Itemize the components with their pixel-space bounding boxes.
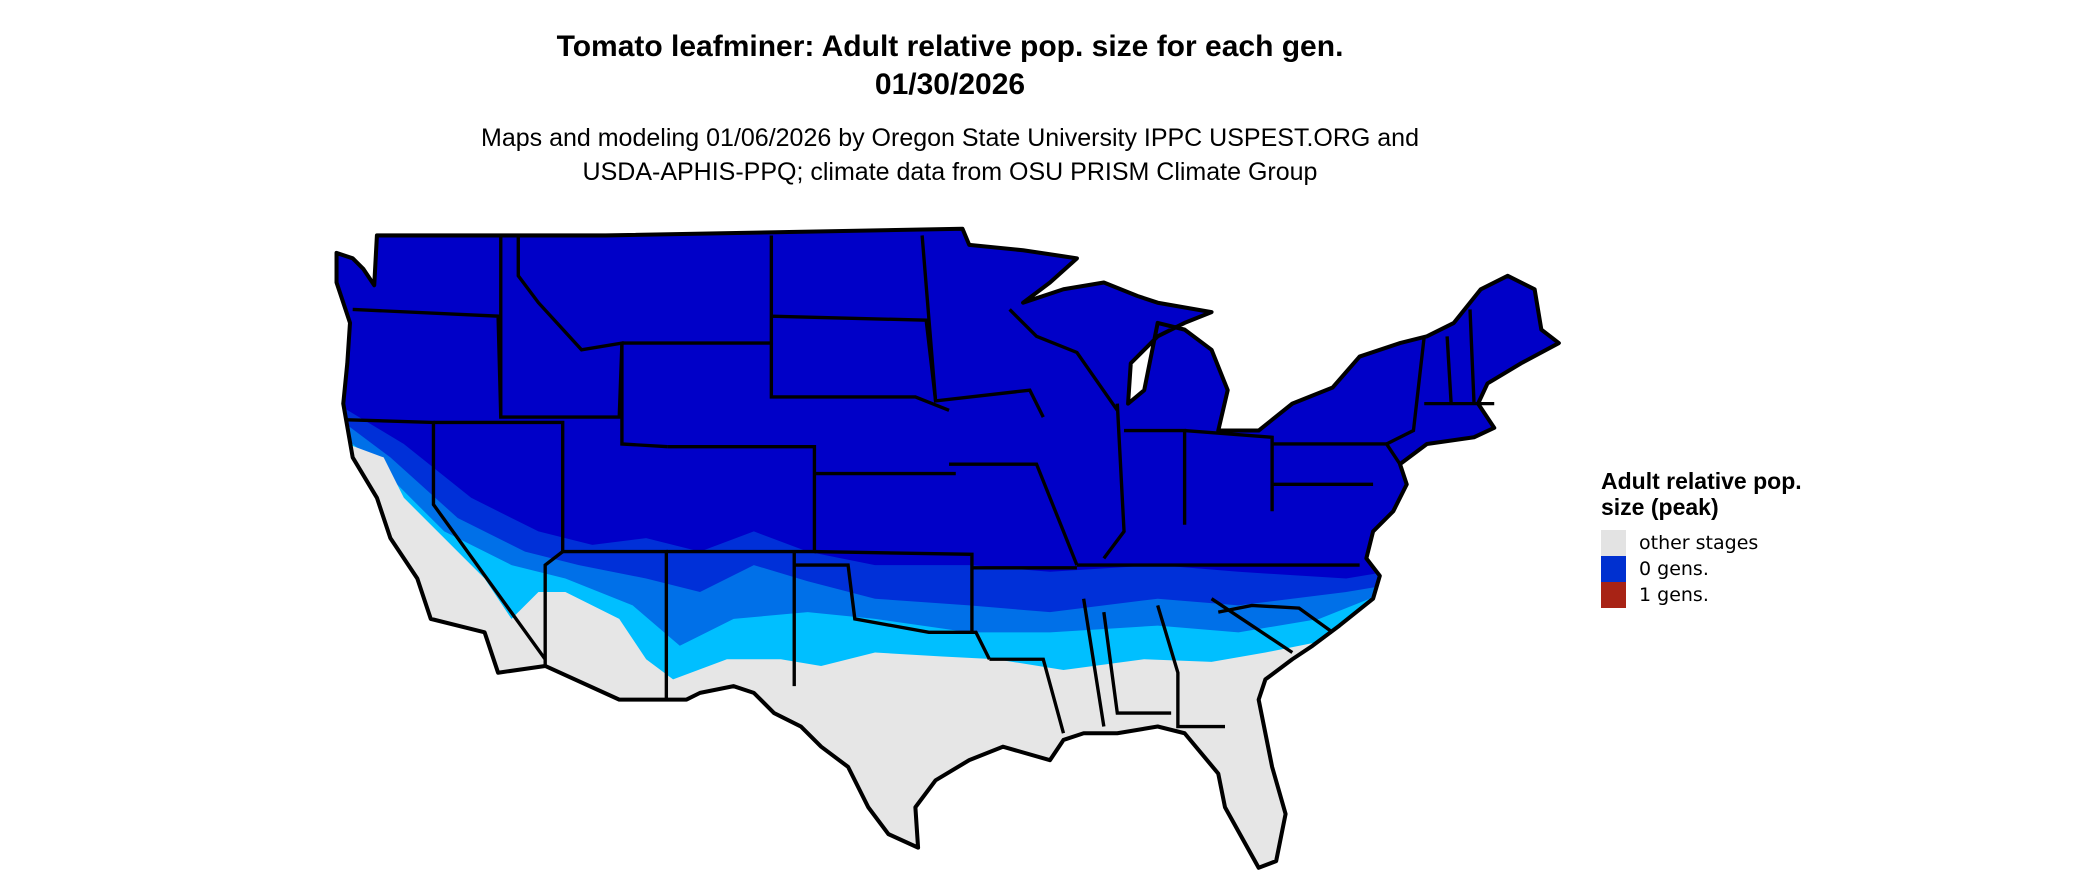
map-title: Tomato leafminer: Adult relative pop. si… xyxy=(556,30,1344,63)
map-subtitle-line2: USDA-APHIS-PPQ; climate data from OSU PR… xyxy=(582,158,1318,186)
map-date: 01/30/2026 xyxy=(874,68,1026,101)
map-subtitle-line1: Maps and modeling 01/06/2026 by Oregon S… xyxy=(481,124,1419,152)
legend-title: Adult relative pop. size (peak) xyxy=(1601,468,1802,520)
legend-swatch xyxy=(1601,556,1626,582)
legend-item-other-stages: other stages xyxy=(1601,530,1821,556)
state-borders xyxy=(347,235,1495,734)
legend: Adult relative pop. size (peak) other st… xyxy=(1601,468,1821,608)
us-outline xyxy=(334,226,1561,870)
legend-item-0-gens: 0 gens. xyxy=(1601,556,1821,582)
legend-swatch xyxy=(1601,530,1626,556)
legend-label: other stages xyxy=(1639,532,1759,554)
legend-item-1-gens: 1 gens. xyxy=(1601,582,1821,608)
legend-label: 1 gens. xyxy=(1639,584,1709,606)
legend-swatch xyxy=(1601,582,1626,608)
legend-label: 0 gens. xyxy=(1639,558,1709,580)
